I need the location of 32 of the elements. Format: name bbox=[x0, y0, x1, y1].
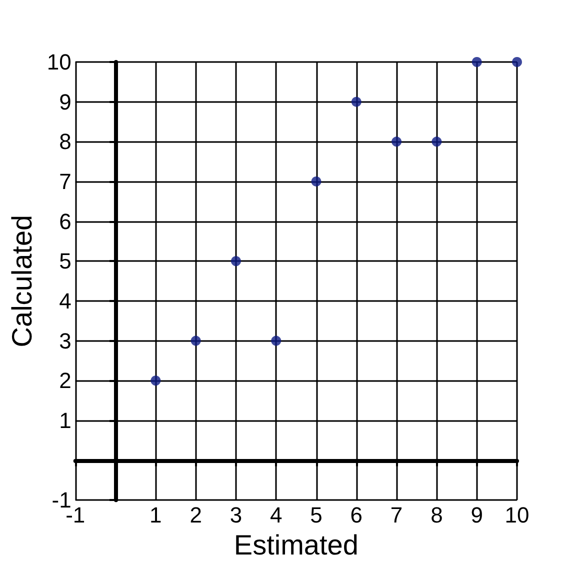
point bbox=[392, 136, 402, 147]
y-tick-label: 7 bbox=[59, 168, 72, 194]
y-tick-label: 1 bbox=[59, 408, 72, 433]
point bbox=[311, 176, 322, 186]
x-tick-label: 8 bbox=[430, 502, 443, 528]
x-tick-label: 6 bbox=[350, 502, 363, 528]
point bbox=[230, 256, 241, 266]
x-tick-label: 3 bbox=[230, 502, 242, 528]
x-tick-label: 10 bbox=[504, 502, 530, 528]
point bbox=[271, 336, 282, 346]
x-tick-label: 9 bbox=[470, 502, 483, 528]
x-tick-label: 7 bbox=[390, 502, 403, 528]
x-tick-label: 1 bbox=[150, 502, 162, 528]
x-tick-label: 2 bbox=[190, 502, 202, 528]
y-tick-label: 6 bbox=[59, 208, 72, 234]
y-tick-label: 2 bbox=[59, 368, 72, 394]
y-tick-label: 4 bbox=[59, 288, 72, 314]
point bbox=[150, 376, 161, 386]
x-tick-label: 4 bbox=[270, 502, 282, 528]
y-tick-label: 9 bbox=[59, 89, 72, 114]
y-tick-label: 10 bbox=[46, 50, 72, 74]
point bbox=[190, 336, 201, 346]
y-tick-label: 5 bbox=[59, 248, 72, 274]
y-tick-label: 8 bbox=[59, 129, 72, 154]
point bbox=[432, 136, 442, 147]
y-axis-title: Calculated bbox=[6, 214, 38, 348]
point bbox=[512, 57, 522, 67]
x-axis-title: Estimated bbox=[234, 530, 358, 560]
point bbox=[472, 57, 482, 67]
point bbox=[351, 96, 362, 107]
x-tick-label: 5 bbox=[310, 502, 322, 528]
y-tick-label: 3 bbox=[59, 328, 72, 354]
